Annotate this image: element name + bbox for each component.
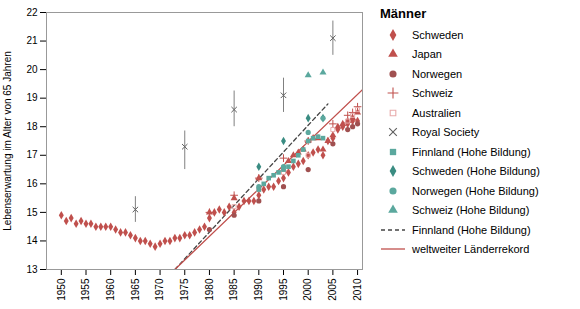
svg-text:21: 21: [26, 35, 38, 46]
svg-text:18: 18: [26, 121, 38, 132]
svg-text:1975: 1975: [179, 278, 190, 301]
svg-text:2010: 2010: [352, 278, 363, 301]
html-text:Japan: Japan: [412, 48, 442, 61]
svg-text:1970: 1970: [154, 278, 165, 301]
svg-text:1985: 1985: [228, 278, 239, 301]
svg-text:1960: 1960: [105, 278, 116, 301]
svg-text:1950: 1950: [56, 278, 67, 301]
svg-text:13: 13: [26, 264, 38, 275]
svg-text:20: 20: [26, 64, 38, 75]
html-text:Australien: Australien: [412, 106, 461, 119]
html-text:Schweden (Hohe Bildung): Schweden (Hohe Bildung): [412, 165, 540, 178]
svg-text:22: 22: [26, 7, 38, 18]
svg-text:2000: 2000: [302, 278, 313, 301]
svg-text:Lebenserwartung im Alter von 6: Lebenserwartung im Alter von 65 Jahren: [2, 51, 13, 231]
html-text:Schweden: Schweden: [412, 28, 464, 41]
svg-text:2005: 2005: [327, 278, 338, 301]
html-text:Finnland (Hohe Bildung): Finnland (Hohe Bildung): [412, 223, 531, 236]
svg-text:19: 19: [26, 92, 38, 103]
html-text:Norwegen: Norwegen: [412, 67, 463, 80]
html-text:Finnland (Hohe Bildung): Finnland (Hohe Bildung): [412, 145, 531, 158]
svg-text:1990: 1990: [253, 278, 264, 301]
html-text:weltweiter Länderrekord: weltweiter Länderrekord: [412, 243, 530, 256]
svg-text:1965: 1965: [130, 278, 141, 301]
html-text:Royal Society: Royal Society: [412, 126, 480, 139]
html-text:Schweiz: Schweiz: [412, 87, 453, 100]
svg-text:16: 16: [26, 178, 38, 189]
html-text:Schweiz (Hohe Bildung): Schweiz (Hohe Bildung): [412, 204, 530, 217]
svg-text:15: 15: [26, 207, 38, 218]
svg-text:17: 17: [26, 149, 38, 160]
svg-text:1980: 1980: [204, 278, 215, 301]
html-text:Norwegen (Hohe Bildung): Norwegen (Hohe Bildung): [412, 184, 539, 197]
svg-text:1995: 1995: [278, 278, 289, 301]
html-text:Männer: Männer: [380, 6, 427, 21]
svg-text:14: 14: [26, 235, 38, 246]
svg-text:1955: 1955: [80, 278, 91, 301]
